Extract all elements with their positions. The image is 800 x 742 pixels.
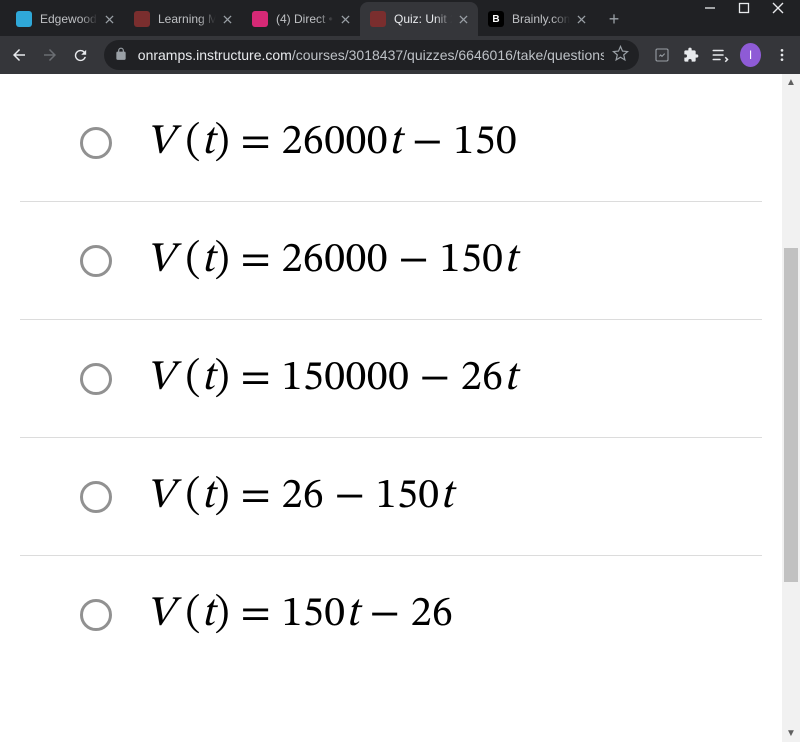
tab-favicon <box>134 11 150 27</box>
browser-tab[interactable]: Edgewood IS <box>6 2 124 36</box>
tab-favicon <box>252 11 268 27</box>
scroll-thumb[interactable] <box>784 248 798 582</box>
maximize-icon[interactable] <box>738 2 750 14</box>
menu-button[interactable] <box>769 41 794 69</box>
answer-option[interactable]: V (t) = 150t − 26 <box>20 556 762 673</box>
tab-close-icon[interactable] <box>220 12 234 26</box>
answer-option[interactable]: V (t) = 150000 − 26t <box>20 320 762 438</box>
scroll-up-arrow[interactable]: ▲ <box>782 74 800 91</box>
tab-close-icon[interactable] <box>574 12 588 26</box>
radio-button[interactable] <box>80 481 112 513</box>
vertical-scrollbar[interactable]: ▲ ▼ <box>782 74 800 742</box>
answer-formula: V (t) = 150000 − 26t <box>146 352 517 405</box>
tab-strip: Edgewood IS Learning Mo (4) Direct • In Qui… <box>0 0 670 36</box>
address-bar[interactable]: onramps.instructure.com/courses/3018437/… <box>104 40 640 70</box>
browser-tab[interactable]: B Brainly.com <box>478 2 596 36</box>
scroll-down-arrow[interactable]: ▼ <box>782 725 800 742</box>
answer-formula: V (t) = 26000 − 150t <box>146 234 517 287</box>
tab-title: Learning Mo <box>158 12 216 26</box>
minimize-icon[interactable] <box>704 2 716 14</box>
browser-toolbar: onramps.instructure.com/courses/3018437/… <box>0 36 800 74</box>
forward-button[interactable] <box>37 40 64 70</box>
tab-close-icon[interactable] <box>102 12 116 26</box>
answer-formula: V (t) = 26 − 150t <box>146 470 453 523</box>
answer-list: V (t) = 26000t − 150 V (t) = 26000 − 150t… <box>0 74 782 673</box>
back-button[interactable] <box>6 40 33 70</box>
extension-button-1[interactable] <box>649 41 674 69</box>
close-window-icon[interactable] <box>772 2 784 14</box>
window-controls <box>704 2 794 36</box>
bookmark-star-icon[interactable] <box>612 45 629 65</box>
answer-option[interactable]: V (t) = 26000 − 150t <box>20 202 762 320</box>
lock-icon <box>114 47 128 64</box>
reload-button[interactable] <box>67 40 94 70</box>
reading-list-button[interactable] <box>707 41 732 69</box>
url-host: onramps.instructure.com <box>138 47 292 63</box>
quiz-page: V (t) = 26000t − 150 V (t) = 26000 − 150t… <box>0 74 782 742</box>
browser-tab[interactable]: Learning Mo <box>124 2 242 36</box>
tab-favicon <box>16 11 32 27</box>
browser-tab[interactable]: (4) Direct • In <box>242 2 360 36</box>
avatar-initial: I <box>749 48 752 62</box>
tab-close-icon[interactable] <box>456 12 470 26</box>
answer-formula: V (t) = 26000t − 150 <box>146 116 517 169</box>
tab-title: Edgewood IS <box>40 12 98 26</box>
tab-favicon: B <box>488 11 504 27</box>
answer-formula: V (t) = 150t − 26 <box>146 588 453 641</box>
radio-button[interactable] <box>80 599 112 631</box>
url-text: onramps.instructure.com/courses/3018437/… <box>138 47 605 63</box>
extensions-button[interactable] <box>678 41 703 69</box>
tab-title: Brainly.com <box>512 12 570 26</box>
tab-favicon <box>370 11 386 27</box>
profile-avatar[interactable]: I <box>740 43 761 67</box>
url-path: /courses/3018437/quizzes/6646016/take/qu… <box>292 47 605 63</box>
new-tab-button[interactable]: + <box>600 5 628 33</box>
tab-close-icon[interactable] <box>338 12 352 26</box>
radio-button[interactable] <box>80 127 112 159</box>
browser-tab[interactable]: Quiz: Unit 2 <box>360 2 478 36</box>
tab-title: Quiz: Unit 2 <box>394 12 452 26</box>
answer-option[interactable]: V (t) = 26 − 150t <box>20 438 762 556</box>
radio-button[interactable] <box>80 245 112 277</box>
page-viewport: V (t) = 26000t − 150 V (t) = 26000 − 150t… <box>0 74 800 742</box>
radio-button[interactable] <box>80 363 112 395</box>
tab-title: (4) Direct • In <box>276 12 334 26</box>
answer-option[interactable]: V (t) = 26000t − 150 <box>20 84 762 202</box>
